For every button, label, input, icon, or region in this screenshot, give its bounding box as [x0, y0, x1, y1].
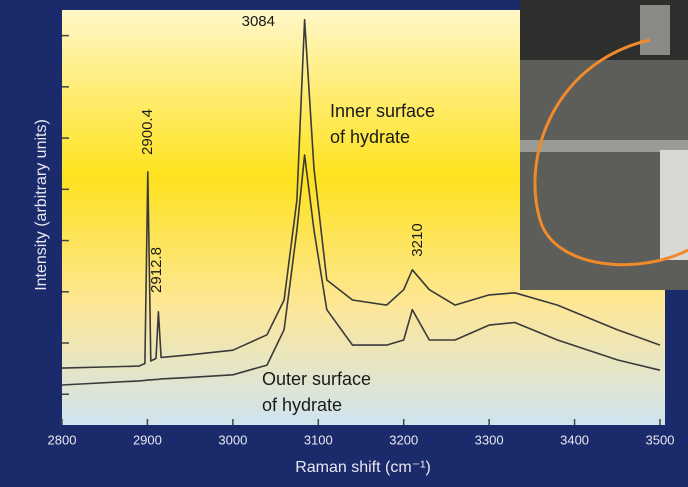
annotation: 3084: [242, 13, 275, 30]
x-tick-label: 3000: [218, 432, 247, 447]
annotation: Inner surface: [330, 101, 435, 121]
x-tick-label: 3200: [389, 432, 418, 447]
x-tick-label: 3400: [560, 432, 589, 447]
x-tick-label: 3300: [475, 432, 504, 447]
annotation: 2900.4: [139, 109, 156, 155]
annotation: 3210: [409, 223, 426, 256]
photo-inset: [520, 0, 688, 290]
x-tick-label: 2800: [48, 432, 77, 447]
annotation: of hydrate: [262, 395, 342, 415]
x-tick-label: 3100: [304, 432, 333, 447]
x-tick-label: 3500: [646, 432, 675, 447]
x-tick-label: 2900: [133, 432, 162, 447]
chart: 3084 2900.4 2912.8 3210 Inner surface of hydr…: [0, 0, 688, 487]
annotation: of hydrate: [330, 127, 410, 147]
y-axis-label: Intensity (arbitrary units): [33, 119, 50, 291]
annotation: 2912.8: [148, 247, 165, 293]
annotation: Outer surface: [262, 369, 371, 389]
x-axis-label: Raman shift (cm⁻¹): [295, 459, 431, 476]
page: {"chart_data": {"type": "line", "xlabel"…: [0, 0, 688, 487]
